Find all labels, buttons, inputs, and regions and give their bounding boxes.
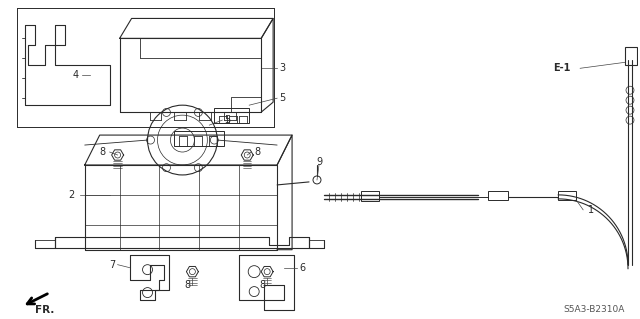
Bar xyxy=(488,191,508,200)
Text: 1: 1 xyxy=(588,205,595,215)
Text: 8: 8 xyxy=(100,147,106,157)
Text: S5A3-B2310A: S5A3-B2310A xyxy=(563,305,625,314)
Text: 8: 8 xyxy=(254,147,260,157)
Text: 2: 2 xyxy=(68,190,74,200)
Text: E-1: E-1 xyxy=(553,63,571,73)
Text: 5: 5 xyxy=(224,115,230,125)
Text: 7: 7 xyxy=(109,260,116,270)
Bar xyxy=(175,131,224,146)
Bar xyxy=(214,108,249,123)
Text: 8: 8 xyxy=(184,279,191,290)
Bar xyxy=(361,191,379,201)
Text: FR.: FR. xyxy=(35,305,54,315)
Text: 9: 9 xyxy=(316,157,322,167)
Bar xyxy=(558,191,576,200)
Text: 4: 4 xyxy=(73,70,79,80)
Text: 6: 6 xyxy=(299,263,305,273)
Bar xyxy=(625,47,637,65)
Text: 8: 8 xyxy=(259,279,266,290)
Text: 5: 5 xyxy=(279,93,285,103)
Text: 3: 3 xyxy=(279,63,285,73)
